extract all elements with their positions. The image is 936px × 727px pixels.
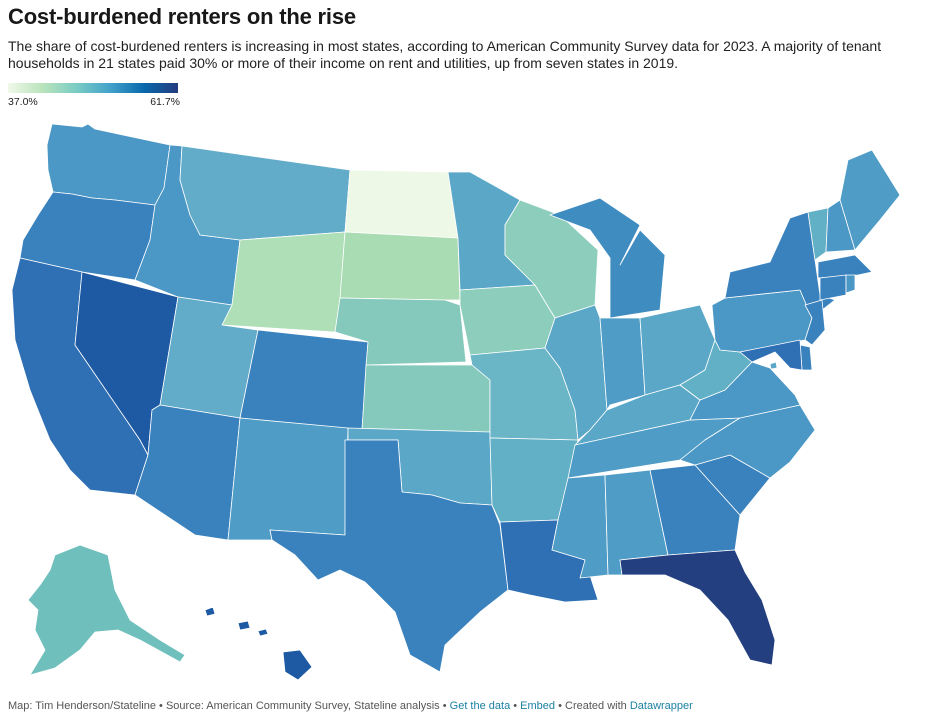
state-GA[interactable]: Georgia (649, 464, 741, 556)
legend-min-label: 37.0% (8, 96, 38, 108)
state-CO[interactable]: Colorado (239, 329, 369, 431)
us-choropleth-map: Washington Oregon California Nevada Idah… (0, 110, 936, 690)
state-MA[interactable]: Massachusetts (817, 254, 873, 279)
state-WY[interactable]: Wyoming (221, 231, 346, 333)
state-ND[interactable]: North Dakota (344, 169, 459, 239)
state-TX[interactable]: Texas (269, 439, 509, 673)
state-AK[interactable]: Alaska (27, 544, 186, 676)
state-NJ[interactable]: New Jersey (804, 299, 826, 346)
state-WA[interactable]: Washington (46, 123, 171, 206)
embed-link[interactable]: Embed (520, 700, 556, 712)
state-MT[interactable]: Montana (179, 145, 351, 241)
state-NE[interactable]: Nebraska (334, 297, 467, 366)
chart-footer: Map: Tim Henderson/Stateline • Source: A… (8, 700, 693, 712)
state-SD[interactable]: South Dakota (339, 231, 461, 301)
state-WI[interactable]: Wisconsin (504, 199, 599, 319)
state-CT[interactable]: Connecticut (819, 274, 847, 301)
legend-max-label: 61.7% (150, 96, 180, 108)
footer-created-with: Created with (565, 700, 627, 712)
state-FL[interactable]: Florida (619, 549, 776, 666)
state-ME[interactable]: Maine (839, 149, 901, 251)
state-MI[interactable]: Michigan (549, 197, 666, 319)
state-HI[interactable]: Hawaii (204, 606, 313, 681)
datawrapper-link[interactable]: Datawrapper (629, 700, 693, 712)
legend-labels: 37.0% 61.7% (8, 96, 180, 108)
color-legend: 37.0% 61.7% (8, 83, 180, 108)
footer-credit: Map: Tim Henderson/Stateline (8, 700, 156, 712)
get-the-data-link[interactable]: Get the data (449, 700, 511, 712)
footer-source: Source: American Community Survey, State… (165, 700, 440, 712)
state-MD[interactable]: Maryland (739, 339, 803, 371)
chart-description: The share of cost-burdened renters is in… (8, 38, 882, 71)
state-NM[interactable]: New Mexico (227, 417, 349, 541)
state-KS[interactable]: Kansas (361, 364, 491, 433)
legend-gradient-bar (8, 83, 178, 93)
state-IN[interactable]: Indiana (599, 317, 646, 411)
footer-separator: • (442, 700, 447, 712)
footer-separator: • (558, 700, 562, 712)
state-IL[interactable]: Illinois (544, 304, 608, 441)
state-NC[interactable]: North Carolina (679, 404, 816, 479)
state-IA[interactable]: Iowa (459, 284, 556, 356)
chart-title: Cost-burdened renters on the rise (8, 4, 356, 29)
footer-separator: • (513, 700, 518, 712)
state-RI[interactable]: Rhode Island (845, 274, 856, 294)
footer-separator: • (159, 700, 163, 712)
state-AZ[interactable]: Arizona (134, 404, 241, 541)
state-DC[interactable]: District of Columbia (769, 361, 778, 370)
